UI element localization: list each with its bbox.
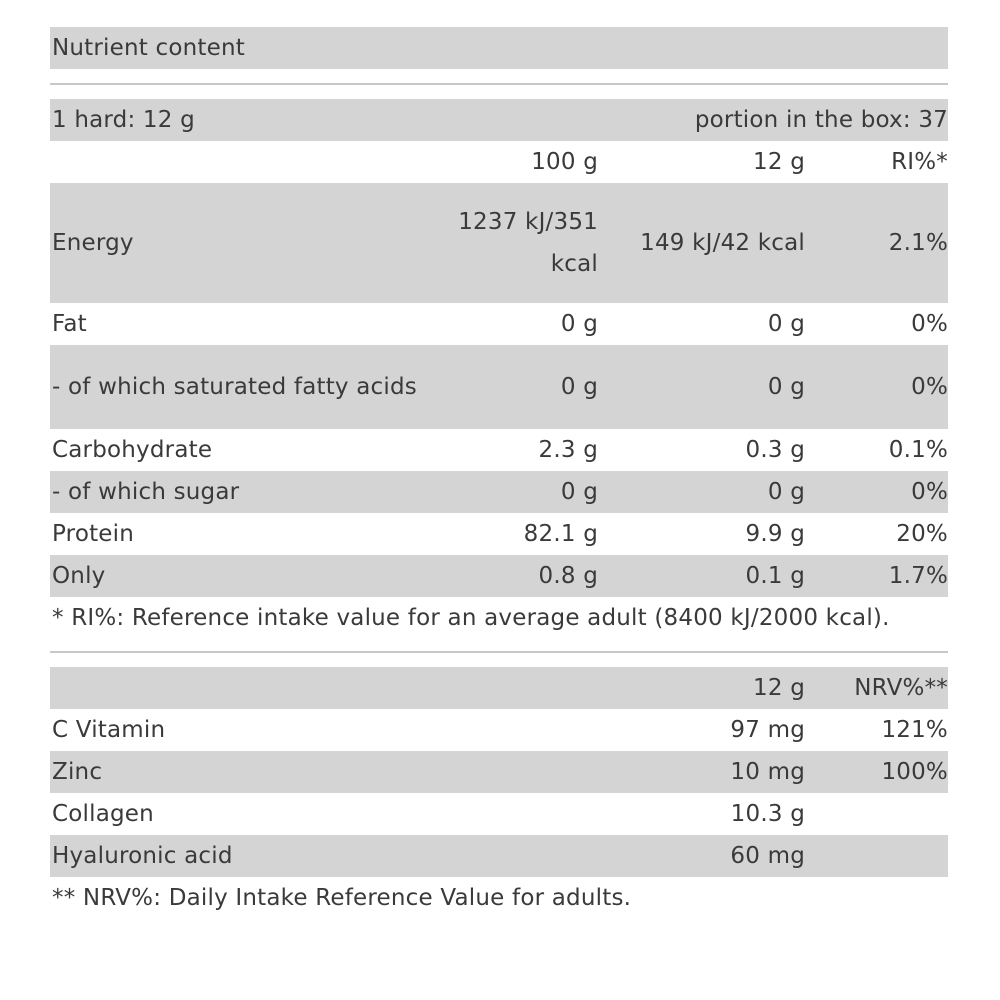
header-cell: 12 g	[753, 149, 805, 175]
nutrient-name: Carbohydrate	[52, 437, 213, 463]
value-per-12g: 10.3 g	[730, 801, 805, 827]
nutrient-name: Zinc	[52, 759, 103, 785]
header-cell: 100 g	[531, 149, 598, 175]
value-per-12g: 0.1 g	[745, 563, 805, 589]
value-per-12g: 149 kJ/42 kcal	[640, 230, 805, 256]
table-row: Zinc 10 mg 100%	[50, 751, 948, 793]
nutrient-name: Collagen	[52, 801, 154, 827]
ri-percent: 0.1%	[888, 437, 948, 463]
serving-size: 1 hard: 12 g	[52, 107, 195, 133]
nutrient-name: Hyaluronic acid	[52, 843, 233, 869]
nutrient-name: - of which saturated fatty acids	[52, 374, 417, 400]
table-row: Hyaluronic acid 60 mg	[50, 835, 948, 877]
value-per-12g: 0 g	[767, 311, 805, 337]
ri-percent: 0%	[911, 479, 948, 505]
nutrient-name: Fat	[52, 311, 87, 337]
portions-per-box: portion in the box: 37	[694, 107, 948, 133]
divider	[50, 83, 948, 85]
ri-footnote: * RI%: Reference intake value for an ave…	[52, 605, 890, 631]
header-row: 100 g 12 g RI%*	[50, 141, 948, 183]
table-row: - of which saturated fatty acids 0 g 0 g…	[50, 345, 948, 429]
value-per-100g: 0 g	[560, 374, 598, 400]
ri-percent: 0%	[911, 311, 948, 337]
nutrition-panel: Nutrient content 1 hard: 12 g portion in…	[50, 27, 948, 919]
nrv-percent: 100%	[881, 759, 948, 785]
value-per-100g: 1237 kJ/351 kcal	[458, 209, 598, 277]
nutrient-name: Protein	[52, 521, 135, 547]
ri-percent: 1.7%	[888, 563, 948, 589]
value-per-12g: 0 g	[767, 374, 805, 400]
table-row: Fat 0 g 0 g 0%	[50, 303, 948, 345]
ri-percent: 0%	[911, 374, 948, 400]
table-row: Carbohydrate 2.3 g 0.3 g 0.1%	[50, 429, 948, 471]
value-per-100g: 82.1 g	[523, 521, 598, 547]
ri-percent: 2.1%	[888, 230, 948, 256]
nutrient-name: Energy	[52, 230, 134, 256]
table-row: Collagen 10.3 g	[50, 793, 948, 835]
nrv-footnote: ** NRV%: Daily Intake Reference Value fo…	[52, 885, 632, 911]
ri-percent: 20%	[896, 521, 948, 547]
header-cell: NRV%**	[854, 675, 948, 701]
serving-row: 1 hard: 12 g portion in the box: 37	[50, 99, 948, 141]
nutrient-name: - of which sugar	[52, 479, 240, 505]
table-row: - of which sugar 0 g 0 g 0%	[50, 471, 948, 513]
table-row: Energy 1237 kJ/351 kcal 149 kJ/42 kcal 2…	[50, 183, 948, 303]
divider	[50, 651, 948, 653]
vitamin-table: 12 g NRV%** C Vitamin 97 mg 121% Zinc 10…	[50, 667, 948, 919]
table-row: Protein 82.1 g 9.9 g 20%	[50, 513, 948, 555]
table-row: C Vitamin 97 mg 121%	[50, 709, 948, 751]
nutrient-name: C Vitamin	[52, 717, 166, 743]
value-per-12g: 0 g	[767, 479, 805, 505]
value-per-100g: 2.3 g	[538, 437, 598, 463]
value-per-100g: 0.8 g	[538, 563, 598, 589]
value-per-12g: 10 mg	[730, 759, 805, 785]
value-per-100g: 0 g	[560, 311, 598, 337]
nutrient-table: 1 hard: 12 g portion in the box: 37 100 …	[50, 99, 948, 639]
header-cell: 12 g	[753, 675, 805, 701]
nutrient-name: Only	[52, 563, 106, 589]
value-per-12g: 9.9 g	[745, 521, 805, 547]
table-title: Nutrient content	[50, 27, 948, 69]
value-per-12g: 60 mg	[730, 843, 805, 869]
value-per-12g: 0.3 g	[745, 437, 805, 463]
table-row: Only 0.8 g 0.1 g 1.7%	[50, 555, 948, 597]
header-row: 12 g NRV%**	[50, 667, 948, 709]
nrv-percent: 121%	[881, 717, 948, 743]
header-cell: RI%*	[891, 149, 948, 175]
value-per-100g: 0 g	[560, 479, 598, 505]
value-per-12g: 97 mg	[730, 717, 805, 743]
